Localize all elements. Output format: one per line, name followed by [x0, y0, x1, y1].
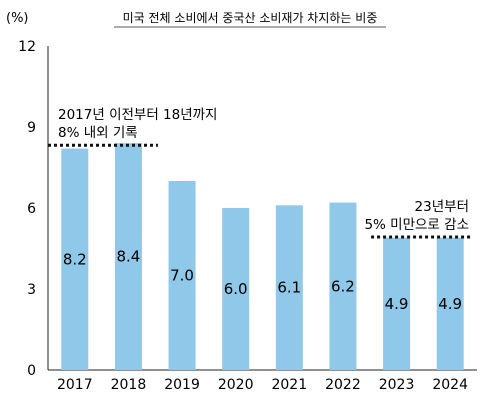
bar-value-label: 8.2 — [63, 250, 87, 268]
y-tick-label: 6 — [27, 201, 36, 217]
bar-2017 — [61, 148, 89, 370]
bar-value-label: 8.4 — [117, 248, 141, 266]
reference-note-line: 5% 미만으로 감소 — [364, 217, 469, 233]
bar-value-label: 6.0 — [224, 280, 248, 298]
y-tick-label: 9 — [27, 120, 36, 136]
y-tick-label: 12 — [18, 39, 36, 55]
bar-value-label: 6.1 — [277, 279, 301, 297]
y-axis-unit: (%) — [6, 11, 29, 26]
x-tick-label: 2019 — [164, 377, 200, 393]
bar-2020 — [222, 208, 250, 370]
bar-value-label: 4.9 — [438, 295, 462, 313]
bar-value-label: 4.9 — [385, 295, 409, 313]
bar-2024 — [436, 237, 464, 370]
x-tick-label: 2021 — [271, 377, 307, 393]
x-tick-label: 2023 — [379, 377, 415, 393]
bars-group: 8.2 8.4 7.0 6.0 6.1 6.2 4.9 4.9 — [61, 143, 464, 370]
chart-title: 미국 전체 소비에서 중국산 소비재가 차지하는 비중 — [123, 11, 378, 25]
reference-note-line: 2017년 이전부터 18년까지 — [58, 107, 217, 123]
y-axis-ticks: 0 3 6 9 12 — [18, 39, 36, 379]
y-tick-label: 0 — [27, 363, 36, 379]
bar-2023 — [383, 237, 411, 370]
x-tick-label: 2022 — [325, 377, 361, 393]
bar-value-label: 6.2 — [331, 277, 355, 295]
x-tick-label: 2017 — [57, 377, 93, 393]
x-tick-label: 2024 — [432, 377, 468, 393]
bar-2022 — [329, 202, 357, 370]
x-tick-label: 2020 — [218, 377, 254, 393]
bar-value-label: 7.0 — [170, 267, 194, 285]
reference-annotations: 2017년 이전부터 18년까지 8% 내외 기록 23년부터 5% 미만으로 감소 — [48, 107, 473, 239]
bar-2021 — [275, 205, 303, 370]
reference-note-line: 8% 내외 기록 — [58, 125, 138, 141]
reference-note-line: 23년부터 — [415, 199, 469, 215]
x-axis-labels: 2017 2018 2019 2020 2021 2022 2023 2024 — [57, 377, 468, 393]
bar-2019 — [168, 181, 196, 370]
x-tick-label: 2018 — [111, 377, 147, 393]
y-tick-label: 3 — [27, 282, 36, 298]
bar-2018 — [114, 143, 142, 370]
